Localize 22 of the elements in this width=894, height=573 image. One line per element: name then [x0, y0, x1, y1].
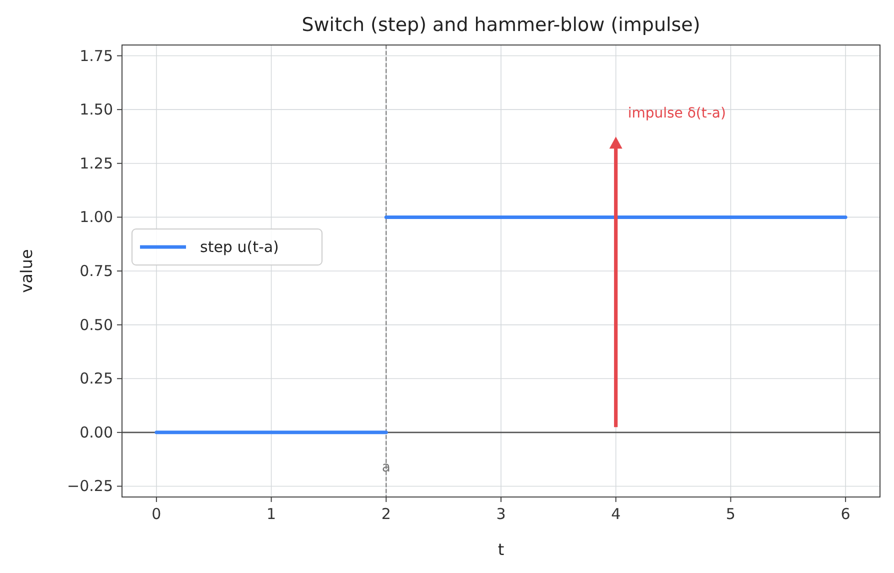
y-tick-label: 0.75 — [80, 262, 113, 280]
chart-title: Switch (step) and hammer-blow (impulse) — [302, 14, 700, 36]
y-tick-label: 0.00 — [80, 423, 113, 442]
y-tick-label: −0.25 — [67, 477, 113, 496]
x-axis-title: t — [498, 540, 504, 559]
y-tick-label: 1.00 — [80, 208, 113, 226]
y-tick-label: 1.50 — [80, 100, 113, 119]
x-tick-label: 4 — [611, 505, 621, 523]
x-tick-label: 2 — [381, 505, 391, 523]
ref-line-label: a — [382, 459, 390, 476]
legend-label: step u(t-a) — [200, 238, 279, 256]
x-tick-label: 1 — [266, 505, 276, 523]
y-tick-label: 1.25 — [80, 154, 113, 172]
x-tick-label: 0 — [152, 505, 162, 523]
y-tick-label: 0.50 — [80, 316, 113, 334]
y-axis-title: value — [17, 249, 36, 293]
x-tick-label: 6 — [840, 505, 850, 523]
x-tick-label: 3 — [496, 505, 506, 523]
y-tick-label: 0.25 — [80, 370, 113, 388]
annotation: impulse δ(t-a) — [628, 106, 726, 122]
x-tick-label: 5 — [726, 505, 736, 523]
y-tick-label: 1.75 — [80, 46, 113, 65]
